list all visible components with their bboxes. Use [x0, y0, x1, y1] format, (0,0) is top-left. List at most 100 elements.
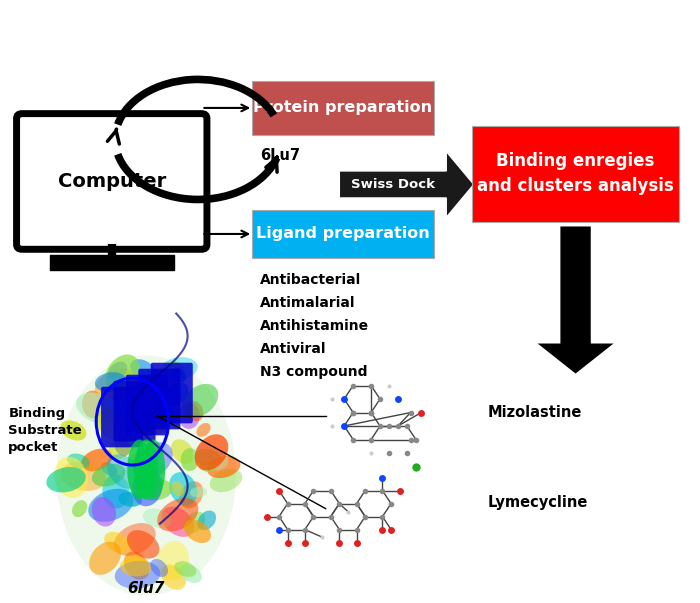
FancyBboxPatch shape: [473, 126, 679, 222]
Ellipse shape: [94, 368, 136, 401]
Text: Mizolastine: Mizolastine: [488, 405, 582, 420]
Ellipse shape: [127, 530, 160, 558]
Ellipse shape: [132, 469, 162, 507]
Ellipse shape: [171, 440, 194, 464]
Ellipse shape: [180, 564, 202, 583]
Ellipse shape: [115, 561, 160, 589]
FancyBboxPatch shape: [252, 81, 434, 134]
Ellipse shape: [207, 456, 241, 478]
Ellipse shape: [124, 552, 149, 579]
Ellipse shape: [102, 475, 130, 508]
Ellipse shape: [169, 472, 197, 505]
Ellipse shape: [95, 372, 127, 392]
Ellipse shape: [105, 355, 140, 392]
Ellipse shape: [169, 361, 184, 377]
Text: Antihistamine: Antihistamine: [260, 319, 369, 333]
Ellipse shape: [55, 457, 88, 498]
Ellipse shape: [210, 469, 242, 492]
Ellipse shape: [161, 564, 186, 590]
Ellipse shape: [113, 405, 153, 429]
Ellipse shape: [131, 453, 150, 470]
FancyBboxPatch shape: [139, 368, 181, 429]
Ellipse shape: [88, 489, 134, 522]
Ellipse shape: [172, 367, 186, 382]
Ellipse shape: [102, 396, 125, 418]
Ellipse shape: [72, 500, 88, 517]
Text: 6lu7: 6lu7: [127, 581, 165, 596]
Ellipse shape: [183, 511, 205, 534]
Text: Antibacterial: Antibacterial: [260, 273, 361, 287]
Ellipse shape: [141, 440, 165, 499]
Ellipse shape: [181, 384, 218, 418]
Ellipse shape: [108, 362, 127, 380]
Ellipse shape: [104, 532, 132, 554]
Ellipse shape: [181, 448, 199, 471]
Text: Antiviral: Antiviral: [260, 342, 326, 356]
Text: Binding
Substrate
pocket: Binding Substrate pocket: [8, 407, 82, 454]
Ellipse shape: [92, 464, 125, 487]
Ellipse shape: [113, 523, 155, 556]
Ellipse shape: [133, 442, 173, 479]
Ellipse shape: [195, 449, 221, 466]
Ellipse shape: [199, 461, 216, 472]
Ellipse shape: [178, 402, 199, 429]
Text: Ligand preparation: Ligand preparation: [256, 227, 430, 241]
Ellipse shape: [46, 467, 86, 493]
FancyBboxPatch shape: [17, 113, 207, 249]
Ellipse shape: [197, 423, 211, 437]
FancyBboxPatch shape: [252, 210, 434, 257]
Ellipse shape: [81, 449, 113, 471]
Ellipse shape: [115, 438, 130, 456]
Ellipse shape: [136, 478, 173, 500]
Ellipse shape: [89, 541, 121, 575]
Ellipse shape: [76, 393, 120, 424]
Ellipse shape: [172, 481, 184, 496]
Ellipse shape: [180, 481, 203, 508]
Ellipse shape: [92, 497, 116, 526]
Text: 6Lu7: 6Lu7: [260, 148, 300, 163]
Ellipse shape: [57, 356, 236, 596]
Ellipse shape: [190, 487, 207, 497]
Ellipse shape: [82, 391, 104, 418]
Ellipse shape: [197, 511, 216, 530]
Ellipse shape: [120, 461, 161, 489]
Text: Antimalarial: Antimalarial: [260, 296, 356, 310]
FancyBboxPatch shape: [150, 363, 193, 423]
Ellipse shape: [60, 462, 106, 491]
Ellipse shape: [143, 508, 172, 528]
Ellipse shape: [195, 434, 228, 470]
Ellipse shape: [60, 420, 87, 441]
Ellipse shape: [108, 434, 135, 459]
Ellipse shape: [120, 557, 151, 576]
Ellipse shape: [141, 408, 176, 435]
Ellipse shape: [130, 359, 157, 382]
Ellipse shape: [158, 541, 189, 581]
Text: Lymecycline: Lymecycline: [488, 495, 588, 510]
Ellipse shape: [193, 446, 228, 470]
Polygon shape: [340, 151, 474, 218]
Ellipse shape: [162, 382, 189, 406]
Ellipse shape: [133, 420, 155, 446]
Ellipse shape: [134, 440, 158, 499]
Ellipse shape: [150, 559, 168, 577]
Ellipse shape: [162, 507, 194, 537]
Ellipse shape: [127, 440, 151, 499]
FancyBboxPatch shape: [113, 380, 155, 441]
Ellipse shape: [118, 492, 142, 507]
Ellipse shape: [67, 453, 90, 469]
Ellipse shape: [135, 375, 164, 402]
Ellipse shape: [107, 454, 141, 489]
Ellipse shape: [97, 408, 124, 439]
Ellipse shape: [186, 400, 204, 421]
Text: N3 compound: N3 compound: [260, 365, 368, 379]
Ellipse shape: [174, 561, 197, 577]
Ellipse shape: [161, 357, 198, 380]
FancyBboxPatch shape: [101, 387, 143, 447]
FancyBboxPatch shape: [126, 374, 168, 435]
Ellipse shape: [158, 498, 198, 531]
Text: Computer: Computer: [57, 172, 166, 191]
Ellipse shape: [101, 462, 118, 476]
Polygon shape: [538, 227, 613, 373]
Ellipse shape: [184, 520, 211, 543]
Text: Binding enregies
and clusters analysis: Binding enregies and clusters analysis: [477, 153, 674, 195]
